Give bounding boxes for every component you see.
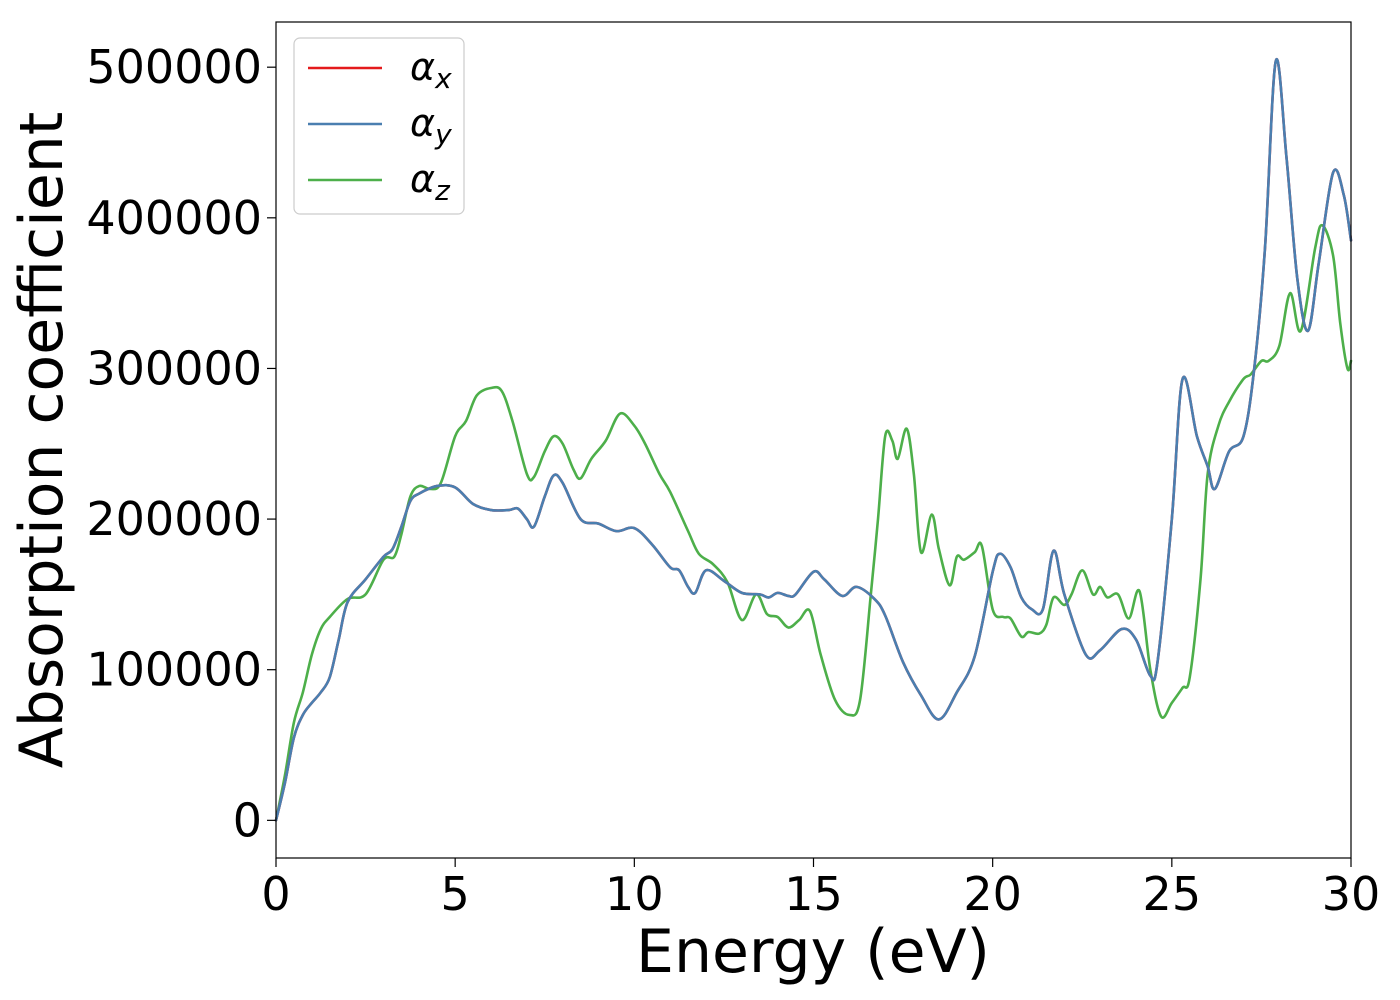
series-layer (274, 57, 1353, 822)
y-axis-ticks: 0 100000 200000 300000 400000 500000 (86, 40, 276, 847)
series-line-y (274, 57, 1353, 822)
y-tick-label: 100000 (86, 643, 262, 697)
legend: αx αy αz (293, 37, 465, 215)
x-tick-label: 30 (1322, 867, 1381, 921)
y-tick-label: 400000 (86, 191, 262, 245)
y-tick-label: 500000 (86, 40, 262, 94)
x-tick-label: 15 (784, 867, 843, 921)
legend-label-y: αy (410, 101, 452, 151)
x-axis-ticks: 0 5 10 15 20 25 30 (261, 858, 1380, 921)
y-tick-label: 0 (233, 793, 262, 847)
y-tick-label: 200000 (86, 492, 262, 546)
x-tick-label: 20 (963, 867, 1022, 921)
x-tick-label: 25 (1143, 867, 1202, 921)
x-axis-label: Energy (eV) (636, 917, 990, 987)
x-tick-label: 0 (261, 867, 290, 921)
x-tick-label: 5 (441, 867, 470, 921)
series-line-z (274, 223, 1353, 822)
y-tick-label: 300000 (86, 341, 262, 395)
x-tick-label: 10 (605, 867, 664, 921)
legend-label-z: αz (410, 157, 451, 207)
legend-label-x: αx (410, 45, 452, 95)
legend-frame (293, 37, 465, 215)
y-axis-label: Absorption coefficient (7, 112, 77, 769)
